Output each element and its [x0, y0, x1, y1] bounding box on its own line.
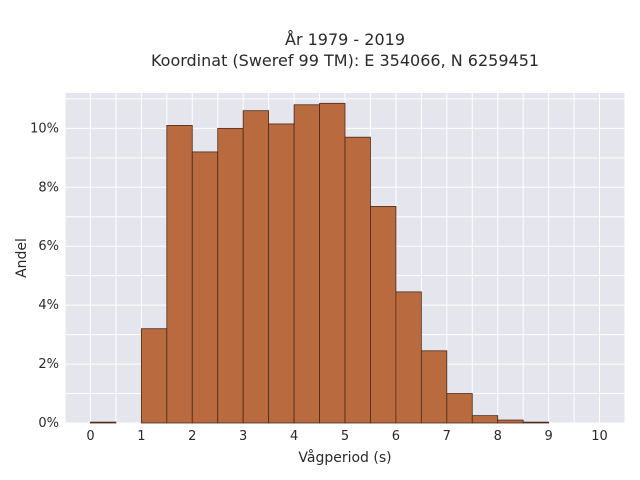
histogram-bar [319, 102, 346, 424]
x-tick-label: 5 [341, 429, 349, 444]
histogram-bar [140, 328, 168, 424]
histogram-bar [191, 151, 219, 424]
y-axis-ticks: 0% 2% 4% 6% 8% 10% [30, 121, 59, 431]
y-tick-label: 2% [38, 357, 59, 372]
x-tick-label: 7 [443, 429, 451, 444]
x-tick-label: 8 [494, 429, 502, 444]
histogram-bar [395, 291, 422, 424]
histogram-bar [90, 421, 117, 424]
x-axis-ticks: 0 1 2 3 4 5 6 7 8 9 10 [86, 429, 608, 444]
histogram-bar [497, 419, 524, 424]
y-tick-label: 4% [38, 298, 59, 313]
chart-subtitle: Koordinat (Sweref 99 TM): E 354066, N 62… [151, 51, 539, 70]
y-tick-label: 6% [38, 239, 59, 254]
histogram-bar [471, 415, 499, 424]
y-tick-label: 8% [38, 180, 59, 195]
y-tick-label: 10% [30, 121, 59, 136]
histogram-bar [344, 136, 371, 424]
x-tick-label: 6 [392, 429, 400, 444]
x-tick-label: 9 [544, 429, 552, 444]
chart-title: År 1979 - 2019 [285, 30, 405, 49]
x-axis-label: Vågperiod (s) [298, 449, 391, 466]
x-tick-label: 0 [86, 429, 94, 444]
x-tick-label: 10 [591, 429, 608, 444]
histogram-bar [293, 104, 320, 424]
histogram-bar [217, 127, 244, 424]
histogram-bar [420, 350, 448, 424]
histogram-bar [370, 206, 397, 424]
histogram-bar [268, 123, 295, 424]
histogram-bar [522, 421, 550, 424]
bars [90, 102, 550, 424]
x-tick-label: 4 [290, 429, 298, 444]
x-tick-label: 1 [137, 429, 145, 444]
histogram-bar [242, 110, 270, 424]
x-tick-label: 3 [239, 429, 247, 444]
histogram-bar [166, 125, 193, 424]
histogram-bar [446, 393, 473, 424]
y-axis-label: Andel [14, 238, 30, 278]
x-tick-label: 2 [188, 429, 196, 444]
y-tick-label: 0% [38, 416, 59, 431]
